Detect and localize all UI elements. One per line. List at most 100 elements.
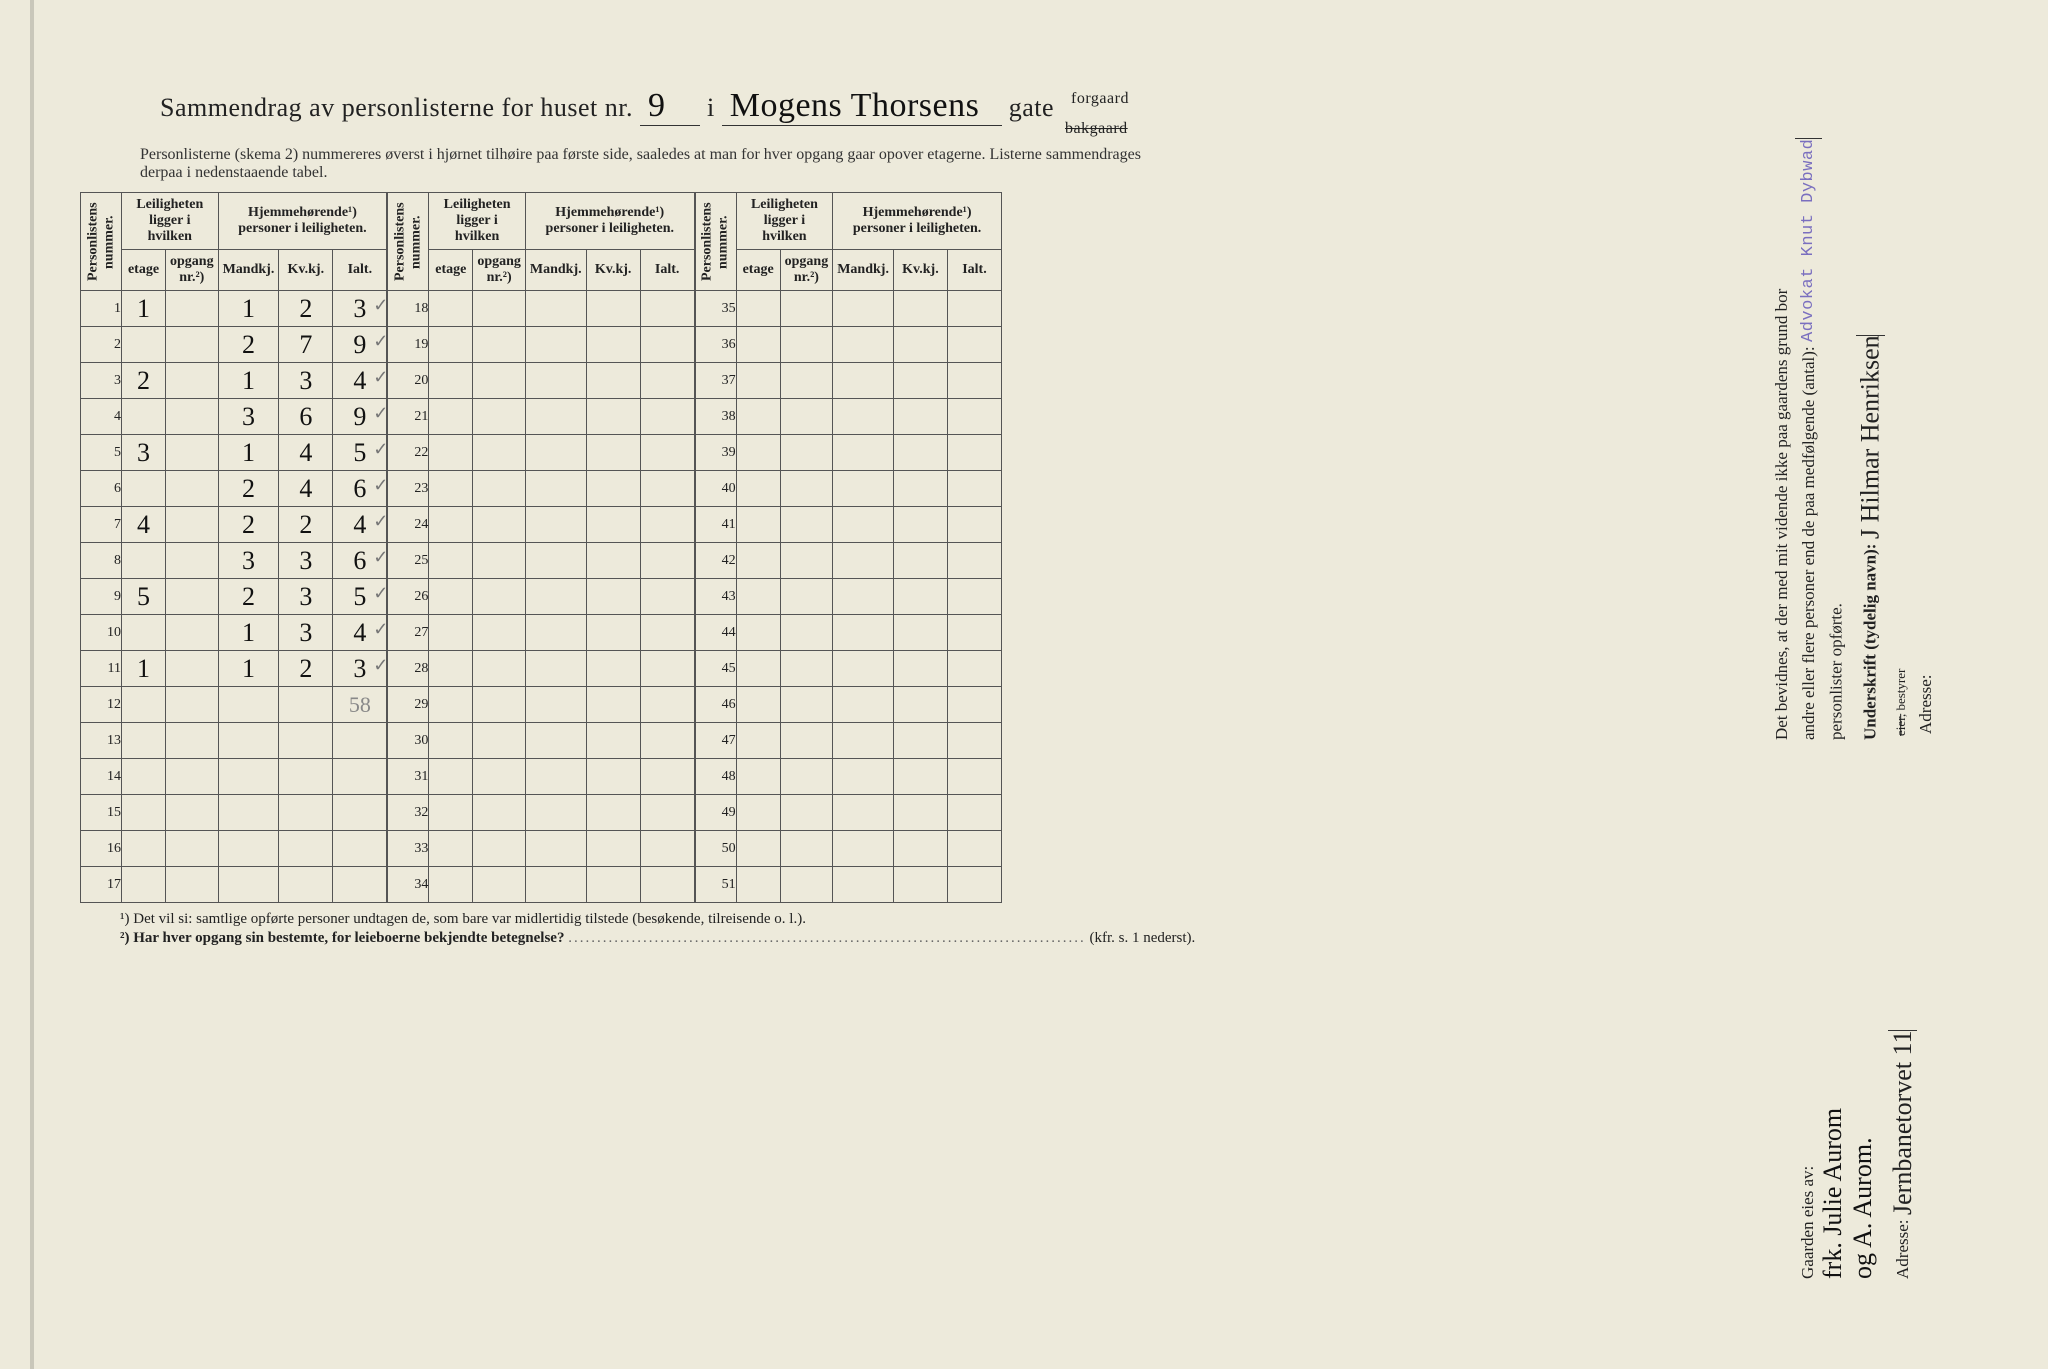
cell-kvkj: 2 (279, 651, 333, 687)
cell-etage (429, 831, 473, 867)
cell-mandkj: 1 (218, 651, 279, 687)
cell-etage (429, 435, 473, 471)
table-row: 12 58 (81, 687, 387, 723)
cell-ialt (947, 471, 1001, 507)
cell-kvkj (893, 867, 947, 903)
cell-etage (429, 507, 473, 543)
table-row: 8 3 3 6✓ (81, 543, 387, 579)
cell-ialt (947, 723, 1001, 759)
cell-etage (122, 327, 166, 363)
cell-kvkj (893, 831, 947, 867)
cell-mandkj (833, 327, 894, 363)
cell-kvkj (893, 399, 947, 435)
cell-mandkj (525, 651, 586, 687)
cell-kvkj (586, 471, 640, 507)
cell-opgang (166, 687, 219, 723)
census-table-2: Personlistensnummer. Leilighetenligger i… (387, 192, 694, 903)
cell-opgang (780, 543, 833, 579)
cell-kvkj (586, 615, 640, 651)
cell-kvkj (586, 507, 640, 543)
row-number: 5 (81, 435, 122, 471)
row-number: 37 (695, 363, 736, 399)
cell-ialt (640, 831, 694, 867)
attest-signature: J Hilmar Henriksen (1856, 335, 1885, 540)
row-number: 38 (695, 399, 736, 435)
cell-opgang (473, 723, 526, 759)
cell-kvkj: 3 (279, 543, 333, 579)
cell-opgang (166, 363, 219, 399)
col-kvkj: Kv.kj. (893, 250, 947, 291)
cell-kvkj (586, 687, 640, 723)
cell-opgang (473, 327, 526, 363)
cell-mandkj: 2 (218, 327, 279, 363)
cell-ialt: 5✓ (333, 435, 387, 471)
cell-kvkj (586, 831, 640, 867)
cell-mandkj: 2 (218, 507, 279, 543)
attest-line1: Det bevidnes, at der med mit vidende ikk… (1768, 120, 1795, 740)
cell-mandkj (218, 867, 279, 903)
cell-opgang (473, 363, 526, 399)
cell-etage (736, 435, 780, 471)
cell-opgang (473, 543, 526, 579)
cell-etage (736, 759, 780, 795)
cell-ialt (640, 759, 694, 795)
cell-kvkj (893, 687, 947, 723)
cell-opgang (780, 579, 833, 615)
cell-mandkj (525, 831, 586, 867)
cell-opgang (780, 687, 833, 723)
table-row: 32 (388, 795, 694, 831)
cell-mandkj (833, 435, 894, 471)
col-personlistens: Personlistensnummer. (81, 193, 122, 291)
row-number: 43 (695, 579, 736, 615)
cell-opgang (780, 723, 833, 759)
cell-ialt (947, 687, 1001, 723)
cell-etage (736, 615, 780, 651)
cell-opgang (166, 651, 219, 687)
cell-etage (736, 291, 780, 327)
table-row: 15 (81, 795, 387, 831)
cell-etage (736, 543, 780, 579)
cell-opgang (166, 399, 219, 435)
table-row: 4 3 6 9✓ (81, 399, 387, 435)
cell-ialt (947, 399, 1001, 435)
cell-etage (122, 795, 166, 831)
cell-kvkj (893, 507, 947, 543)
table-row: 1 1 1 2 3✓ (81, 291, 387, 327)
row-number: 14 (81, 759, 122, 795)
table-row: 35 (695, 291, 1001, 327)
col-hjemme: Hjemmehørende¹)personer i leiligheten. (218, 193, 387, 250)
row-number: 13 (81, 723, 122, 759)
table-row: 33 (388, 831, 694, 867)
title-gate: gate (1009, 93, 1054, 122)
cell-opgang (166, 831, 219, 867)
cell-ialt (640, 615, 694, 651)
table-row: 6 2 4 6✓ (81, 471, 387, 507)
owner-addr-label: Adresse: (1893, 1220, 1912, 1279)
cell-opgang (780, 831, 833, 867)
cell-etage (429, 723, 473, 759)
cell-opgang (473, 399, 526, 435)
cell-etage (429, 795, 473, 831)
col-etage: etage (736, 250, 780, 291)
attest-adresse: Adresse: (1912, 120, 1939, 734)
cell-mandkj (525, 795, 586, 831)
col-hjemme: Hjemmehørende¹)personer i leiligheten. (833, 193, 1002, 250)
table-row: 20 (388, 363, 694, 399)
col-kvkj: Kv.kj. (279, 250, 333, 291)
cell-kvkj (586, 435, 640, 471)
table-row: 18 (388, 291, 694, 327)
cell-etage (429, 327, 473, 363)
cell-etage (429, 579, 473, 615)
table-row: 28 (388, 651, 694, 687)
cell-kvkj (279, 795, 333, 831)
cell-opgang (166, 579, 219, 615)
cell-etage (736, 507, 780, 543)
cell-mandkj (218, 831, 279, 867)
bakgaard-label: bakgaard (1065, 121, 1128, 137)
cell-opgang (780, 399, 833, 435)
row-number: 24 (388, 507, 429, 543)
cell-ialt (333, 795, 387, 831)
cell-etage (736, 327, 780, 363)
cell-etage (736, 867, 780, 903)
cell-opgang (780, 651, 833, 687)
